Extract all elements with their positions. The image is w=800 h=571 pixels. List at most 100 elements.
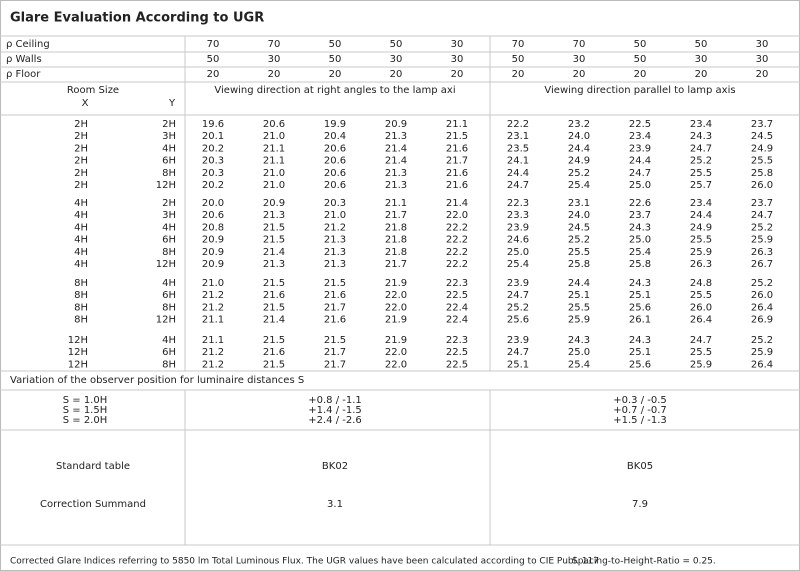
- variation-parallel: +0.3 / -0.5: [613, 395, 667, 406]
- ugr-value: 23.2: [568, 119, 590, 130]
- ugr-value: 23.9: [507, 222, 529, 233]
- room-x: 4H: [74, 259, 88, 270]
- ugr-value: 21.0: [263, 180, 285, 191]
- ugr-value: 25.7: [690, 180, 712, 191]
- reflectance-value: 50: [512, 54, 525, 65]
- room-x: 2H: [74, 119, 88, 130]
- ugr-value: 24.3: [568, 335, 590, 346]
- correction-perpendicular: 3.1: [327, 499, 343, 510]
- ugr-value: 24.0: [568, 210, 590, 221]
- room-x: 12H: [68, 347, 88, 358]
- ugr-value: 21.0: [263, 168, 285, 179]
- ugr-value: 20.2: [202, 143, 224, 154]
- ugr-value: 24.4: [507, 168, 529, 179]
- title: Glare Evaluation According to UGR: [10, 11, 264, 26]
- ugr-value: 22.2: [446, 222, 468, 233]
- room-x: 4H: [74, 235, 88, 246]
- ugr-value: 23.4: [690, 119, 712, 130]
- variation-label: S = 1.0H: [63, 395, 108, 406]
- ugr-value: 26.0: [751, 290, 773, 301]
- ugr-value: 21.5: [263, 235, 285, 246]
- ugr-value: 21.0: [202, 278, 224, 289]
- ugr-value: 25.8: [751, 168, 773, 179]
- ugr-value: 20.9: [202, 259, 224, 270]
- ugr-value: 21.5: [263, 302, 285, 313]
- reflectance-value: 50: [390, 39, 403, 50]
- ugr-value: 25.9: [690, 247, 712, 258]
- ugr-value: 22.0: [385, 359, 407, 370]
- ugr-value: 25.6: [629, 359, 651, 370]
- ugr-value: 24.7: [751, 210, 773, 221]
- room-x: 4H: [74, 222, 88, 233]
- ugr-value: 22.2: [446, 235, 468, 246]
- room-x: 4H: [74, 247, 88, 258]
- ugr-value: 20.6: [263, 119, 285, 130]
- reflectance-value: 20: [634, 69, 647, 80]
- ugr-value: 24.7: [507, 290, 529, 301]
- ugr-value: 21.7: [324, 347, 346, 358]
- reflectance-value: 30: [268, 54, 281, 65]
- ugr-value: 21.1: [263, 156, 285, 167]
- reflectance-value: 20: [207, 69, 220, 80]
- ugr-value: 21.3: [385, 131, 407, 142]
- ugr-value: 21.5: [263, 335, 285, 346]
- ugr-value: 21.7: [446, 156, 468, 167]
- ugr-value: 20.0: [202, 198, 224, 209]
- variation-parallel: +0.7 / -0.7: [613, 405, 667, 416]
- variation-perpendicular: +1.4 / -1.5: [308, 405, 362, 416]
- ugr-value: 25.0: [507, 247, 529, 258]
- ugr-value: 22.3: [446, 335, 468, 346]
- ugr-value: 21.2: [202, 359, 224, 370]
- ugr-value: 25.0: [568, 347, 590, 358]
- ugr-value: 26.3: [690, 259, 712, 270]
- reflectance-value: 30: [573, 54, 586, 65]
- ugr-value: 23.7: [751, 119, 773, 130]
- ugr-value: 21.4: [385, 143, 407, 154]
- ugr-value: 20.6: [324, 168, 346, 179]
- ugr-value: 25.2: [690, 156, 712, 167]
- reflectance-value: 30: [756, 54, 769, 65]
- room-y: 8H: [162, 168, 176, 179]
- ugr-value: 21.2: [324, 222, 346, 233]
- ugr-value: 25.5: [690, 347, 712, 358]
- ugr-value: 25.5: [751, 156, 773, 167]
- room-x: 2H: [74, 156, 88, 167]
- ugr-value: 26.9: [751, 315, 773, 326]
- ugr-value: 25.6: [507, 315, 529, 326]
- room-x: 12H: [68, 335, 88, 346]
- ugr-value: 26.3: [751, 247, 773, 258]
- ugr-value: 23.9: [507, 335, 529, 346]
- ugr-value: 25.2: [751, 222, 773, 233]
- ugr-value: 21.5: [446, 131, 468, 142]
- ugr-value: 25.2: [568, 168, 590, 179]
- reflectance-label: ρ Walls: [6, 54, 42, 65]
- reflectance-value: 50: [329, 54, 342, 65]
- ugr-value: 25.1: [568, 290, 590, 301]
- ugr-value: 23.9: [507, 278, 529, 289]
- ugr-value: 22.0: [385, 347, 407, 358]
- ugr-value: 25.4: [568, 359, 590, 370]
- ugr-value: 22.5: [446, 347, 468, 358]
- room-y: 8H: [162, 247, 176, 258]
- x-heading: X: [82, 98, 89, 109]
- ugr-value: 21.1: [202, 335, 224, 346]
- ugr-value: 25.1: [629, 290, 651, 301]
- room-y: 8H: [162, 359, 176, 370]
- ugr-value: 25.9: [751, 235, 773, 246]
- ugr-value: 19.6: [202, 119, 224, 130]
- ugr-value: 26.0: [751, 180, 773, 191]
- ugr-value: 25.9: [690, 359, 712, 370]
- ugr-value: 22.2: [446, 247, 468, 258]
- ugr-value: 26.7: [751, 259, 773, 270]
- room-y: 8H: [162, 302, 176, 313]
- ugr-value: 20.9: [263, 198, 285, 209]
- ugr-value: 23.7: [629, 210, 651, 221]
- room-x: 8H: [74, 290, 88, 301]
- ugr-value: 21.7: [324, 302, 346, 313]
- ugr-value: 21.6: [263, 290, 285, 301]
- perpendicular-heading: Viewing direction at right angles to the…: [214, 85, 455, 96]
- ugr-value: 25.4: [568, 180, 590, 191]
- room-y: 6H: [162, 290, 176, 301]
- standard-table-perpendicular: BK02: [322, 461, 348, 472]
- ugr-value: 25.9: [568, 315, 590, 326]
